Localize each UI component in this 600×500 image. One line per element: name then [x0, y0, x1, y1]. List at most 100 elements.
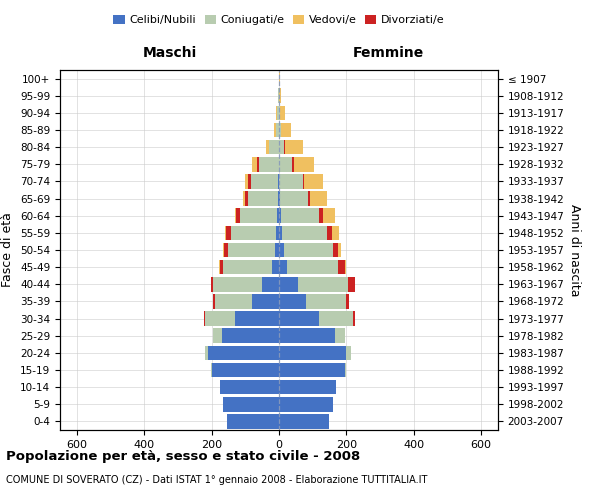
Bar: [243, 192, 245, 206]
Bar: [279, 414, 329, 428]
Bar: [279, 192, 280, 206]
Bar: [338, 242, 341, 258]
Bar: [204, 312, 205, 326]
Bar: [279, 277, 298, 291]
Bar: [252, 294, 279, 308]
Bar: [346, 346, 352, 360]
Bar: [279, 106, 280, 120]
Bar: [279, 328, 335, 343]
Bar: [245, 192, 248, 206]
Bar: [345, 328, 346, 343]
Bar: [235, 312, 279, 326]
Bar: [266, 140, 269, 154]
Bar: [284, 140, 285, 154]
Bar: [248, 174, 251, 188]
Bar: [280, 88, 281, 103]
Bar: [287, 260, 338, 274]
Bar: [240, 208, 277, 223]
Text: Femmine: Femmine: [353, 46, 424, 60]
Bar: [212, 328, 214, 343]
Bar: [277, 106, 279, 120]
Bar: [302, 174, 304, 188]
Bar: [279, 72, 280, 86]
Bar: [231, 226, 277, 240]
Bar: [259, 157, 279, 172]
Bar: [294, 157, 314, 172]
Bar: [277, 226, 279, 240]
Bar: [248, 192, 278, 206]
Bar: [353, 312, 355, 326]
Bar: [212, 362, 279, 378]
Bar: [319, 208, 323, 223]
Bar: [333, 242, 338, 258]
Bar: [269, 140, 279, 154]
Bar: [220, 380, 279, 394]
Bar: [298, 277, 348, 291]
Bar: [275, 242, 279, 258]
Bar: [279, 122, 281, 138]
Bar: [279, 397, 333, 411]
Bar: [279, 346, 346, 360]
Bar: [257, 157, 259, 172]
Bar: [208, 346, 279, 360]
Bar: [338, 260, 344, 274]
Text: Popolazione per età, sesso e stato civile - 2008: Popolazione per età, sesso e stato civil…: [6, 450, 360, 463]
Bar: [284, 242, 333, 258]
Bar: [227, 414, 279, 428]
Bar: [262, 277, 279, 291]
Bar: [292, 157, 294, 172]
Bar: [280, 192, 308, 206]
Bar: [306, 294, 346, 308]
Bar: [280, 106, 285, 120]
Bar: [345, 362, 346, 378]
Bar: [213, 277, 262, 291]
Bar: [310, 192, 327, 206]
Legend: Celibi/Nubili, Coniugati/e, Vedovi/e, Divorziati/e: Celibi/Nubili, Coniugati/e, Vedovi/e, Di…: [109, 10, 449, 30]
Bar: [222, 328, 279, 343]
Bar: [274, 122, 275, 138]
Bar: [214, 294, 215, 308]
Bar: [278, 174, 279, 188]
Bar: [245, 174, 248, 188]
Bar: [223, 242, 224, 258]
Bar: [211, 277, 214, 291]
Bar: [223, 260, 272, 274]
Bar: [277, 208, 279, 223]
Bar: [281, 122, 291, 138]
Bar: [319, 312, 353, 326]
Bar: [220, 260, 223, 274]
Bar: [279, 157, 292, 172]
Bar: [279, 380, 336, 394]
Bar: [205, 312, 235, 326]
Bar: [308, 192, 310, 206]
Y-axis label: Anni di nascita: Anni di nascita: [568, 204, 581, 296]
Bar: [214, 328, 222, 343]
Bar: [332, 226, 339, 240]
Bar: [279, 226, 281, 240]
Bar: [226, 226, 231, 240]
Bar: [235, 208, 236, 223]
Bar: [281, 208, 319, 223]
Bar: [279, 174, 302, 188]
Bar: [225, 226, 226, 240]
Text: Maschi: Maschi: [142, 46, 197, 60]
Bar: [279, 294, 306, 308]
Bar: [224, 242, 228, 258]
Bar: [279, 260, 287, 274]
Bar: [205, 346, 208, 360]
Bar: [223, 397, 279, 411]
Bar: [279, 208, 281, 223]
Bar: [278, 192, 279, 206]
Bar: [228, 242, 275, 258]
Bar: [304, 174, 323, 188]
Bar: [281, 226, 327, 240]
Bar: [279, 242, 284, 258]
Bar: [236, 208, 240, 223]
Bar: [215, 294, 252, 308]
Bar: [279, 362, 345, 378]
Bar: [335, 328, 345, 343]
Y-axis label: Fasce di età: Fasce di età: [1, 212, 14, 288]
Bar: [279, 312, 319, 326]
Bar: [348, 277, 355, 291]
Bar: [272, 260, 279, 274]
